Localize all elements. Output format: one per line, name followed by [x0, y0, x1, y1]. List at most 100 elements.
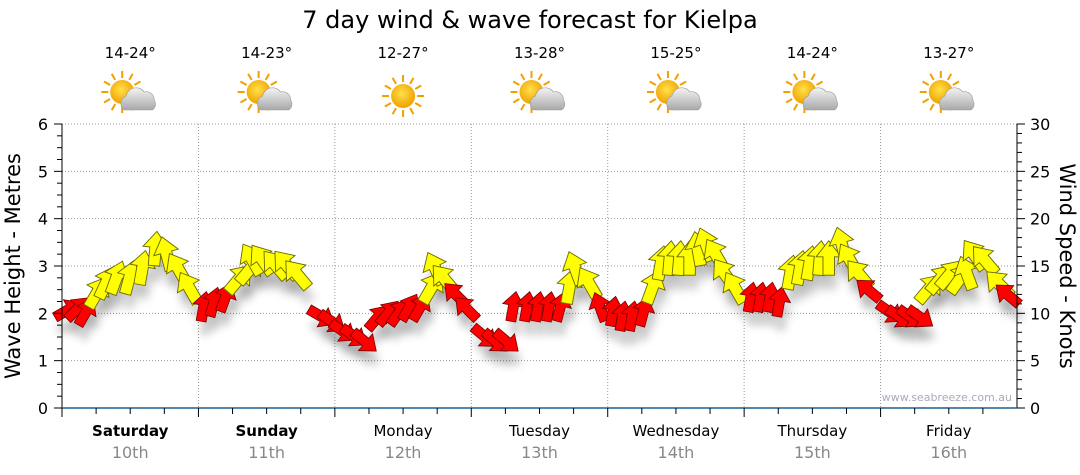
sun-ray [391, 107, 397, 115]
sun-ray [247, 103, 253, 111]
sun-cloud-icon [237, 71, 293, 113]
wind-arrow [349, 327, 377, 352]
wind-arrow [904, 304, 934, 328]
sun-ray [103, 80, 111, 86]
sun-ray [922, 80, 930, 86]
sun-ray [537, 73, 543, 81]
temperature-range: 14-24° [105, 44, 156, 62]
sun-cloud-icon [646, 71, 702, 113]
wind-arrow [455, 297, 482, 324]
sun-ray [414, 102, 422, 108]
day-name: Monday [373, 422, 432, 440]
day-name: Friday [926, 422, 972, 440]
sun-ray [810, 73, 816, 81]
day-labels: 14-24° Saturday 10th 14-23° Sunday 11th 12-27°… [92, 44, 975, 462]
sun-ray [110, 103, 117, 111]
sun-ray [543, 80, 551, 86]
sun-ray [128, 73, 134, 81]
day-name: Sunday [235, 422, 298, 440]
sun-cloud-icon [101, 71, 156, 113]
sun-ray [384, 102, 392, 108]
sun-ray [785, 80, 793, 86]
y2-tick-label: 20 [1030, 210, 1050, 229]
day-date: 11th [248, 443, 285, 462]
day-date: 13th [521, 443, 558, 462]
y2-tick-label: 0 [1030, 399, 1040, 418]
temperature-range: 13-28° [514, 44, 565, 62]
day-column: 13-28° Tuesday 13th [508, 44, 570, 462]
arrow-shadow [353, 342, 380, 366]
day-name: Tuesday [508, 422, 570, 440]
y-tick-label: 0 [38, 399, 48, 418]
cloud [120, 87, 156, 111]
day-column: 14-24° Saturday 10th [92, 44, 169, 462]
axes: 0 1 2 3 4 5 6 0 5 10 15 20 25 30 [38, 115, 1051, 418]
day-column: 14-23° Sunday 11th [235, 44, 298, 462]
sun-ray [792, 73, 799, 81]
sun-ray [409, 107, 415, 115]
sun-cloud-icon [510, 71, 566, 113]
wind-arrow [953, 255, 980, 292]
sun [391, 84, 416, 108]
sun-ray [792, 103, 799, 111]
day-column: 14-24° Thursday 15th [776, 44, 847, 462]
sun-ray [674, 73, 680, 81]
day-date: 12th [385, 443, 422, 462]
wind-arrow [995, 284, 1023, 309]
grid [62, 123, 1018, 408]
wind-arrow [285, 260, 314, 292]
y-tick-label: 5 [38, 162, 48, 181]
sun-ray [512, 80, 520, 86]
wind-arrow [767, 286, 792, 318]
sun-ray [922, 98, 930, 104]
day-date: 15th [794, 443, 831, 462]
sun-cloud-icon [919, 71, 975, 113]
sun-ray [110, 73, 117, 81]
sun-ray [649, 80, 657, 86]
sun-icon [382, 75, 425, 117]
sun-ray [946, 73, 953, 81]
day-name: Saturday [92, 422, 169, 440]
arrow-shadow [999, 298, 1026, 323]
wind-arrow [856, 279, 884, 304]
y-tick-label: 4 [38, 210, 48, 229]
y2-tick-label: 15 [1030, 257, 1050, 276]
sun-ray [239, 80, 248, 86]
wind-arrow [501, 291, 526, 323]
sun-ray [649, 98, 657, 104]
cloud [257, 87, 293, 111]
wind-arrow [576, 267, 603, 302]
temperature-range: 14-24° [787, 44, 838, 62]
sun-ray [239, 98, 248, 104]
y2-tick-label: 5 [1030, 352, 1040, 371]
temperature-range: 12-27° [378, 44, 429, 62]
temperature-range: 14-23° [241, 44, 292, 62]
watermark: www.seabreeze.com.au [882, 391, 1012, 404]
day-date: 14th [658, 443, 695, 462]
y-tick-label: 6 [38, 115, 48, 134]
sun-ray [929, 103, 935, 111]
day-date: 10th [112, 443, 149, 462]
cloud [666, 87, 702, 111]
y-tick-label: 2 [38, 304, 48, 323]
sun-cloud-icon [783, 71, 838, 113]
day-column: 12-27° Monday 12th [373, 44, 432, 462]
y2-axis-label: Wind Speed - Knots [1055, 163, 1079, 368]
wind-arrow [491, 327, 519, 352]
sun-ray [656, 73, 662, 81]
cloud [529, 87, 566, 111]
sun-ray [785, 98, 793, 104]
chart-title: 7 day wind & wave forecast for Kielpa [302, 6, 757, 34]
arrow-shadow [887, 318, 916, 341]
sun-ray [247, 73, 253, 81]
y-tick-label: 1 [38, 352, 48, 371]
sun-ray [384, 84, 392, 90]
sun-ray [270, 80, 278, 86]
sun-ray [409, 77, 415, 85]
sun-ray [391, 77, 397, 85]
temperature-range: 13-27° [923, 44, 974, 62]
sun-ray [103, 98, 111, 104]
day-date: 16th [930, 443, 967, 462]
sun-ray [815, 80, 824, 86]
